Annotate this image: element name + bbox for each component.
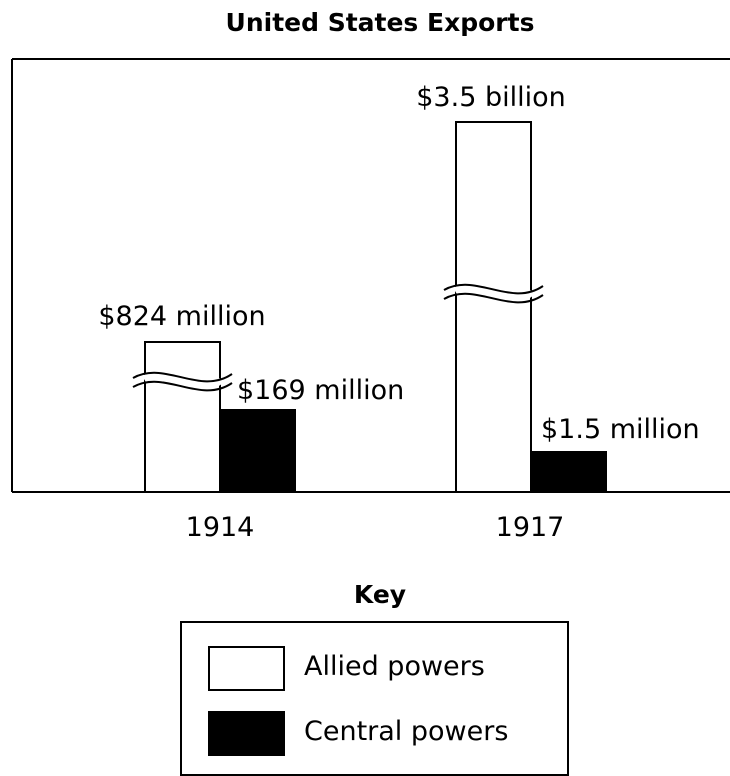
legend-swatch-allied	[208, 646, 285, 691]
chart-title: United States Exports	[225, 8, 535, 37]
category-label-1917: 1917	[496, 512, 565, 543]
data-label-allied-1917: $3.5 billion	[416, 82, 565, 113]
legend-label-allied: Allied powers	[304, 651, 485, 682]
bar-allied-1914	[144, 341, 221, 493]
axis-break-upper-1914	[132, 371, 233, 383]
legend-label-central: Central powers	[304, 716, 509, 747]
plot-frame	[11, 58, 730, 493]
bar-central-1914	[219, 409, 296, 493]
bar-chart: $824 million $169 million 1914 $3.5 billion…	[11, 58, 730, 543]
legend-title: Key	[353, 580, 407, 609]
axis-break-upper-1917	[443, 283, 544, 295]
bar-allied-1917	[455, 121, 532, 493]
data-label-central-1914: $169 million	[237, 375, 404, 406]
axis-break-gap-1914	[142, 372, 224, 390]
axis-break-lower-1917	[443, 292, 544, 304]
legend: Allied powers Central powers	[180, 621, 569, 776]
legend-swatch-central	[208, 711, 285, 756]
data-label-allied-1914: $824 million	[98, 301, 265, 332]
axis-break-gap-1917	[453, 284, 535, 302]
category-label-1914: 1914	[186, 512, 255, 543]
bar-central-1917	[530, 451, 607, 493]
data-label-central-1917: $1.5 million	[541, 414, 700, 445]
axis-break-lower-1914	[132, 380, 233, 392]
